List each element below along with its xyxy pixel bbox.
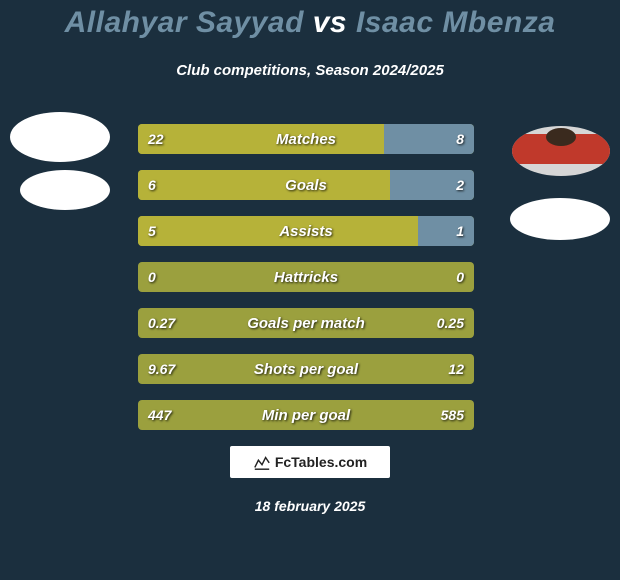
player-1-club-badge [20,170,110,210]
subtitle: Club competitions, Season 2024/2025 [0,62,620,79]
title-vs: vs [313,6,347,39]
stat-label: Goals per match [138,308,474,338]
stat-row: 51Assists [138,216,474,246]
comparison-date: 18 february 2025 [0,498,620,514]
stat-row: 62Goals [138,170,474,200]
stat-label: Goals [138,170,474,200]
stat-row: 228Matches [138,124,474,154]
branding-text: FcTables.com [275,454,367,470]
stat-row: 9.6712Shots per goal [138,354,474,384]
player-2-avatar [512,126,610,176]
comparison-canvas: Allahyar Sayyad vs Isaac Mbenza Club com… [0,0,620,580]
branding-logo-icon [253,453,271,471]
page-title: Allahyar Sayyad vs Isaac Mbenza [0,6,620,40]
stat-row: 00Hattricks [138,262,474,292]
title-player-2: Isaac Mbenza [356,6,555,39]
stat-label: Shots per goal [138,354,474,384]
stat-row: 0.270.25Goals per match [138,308,474,338]
branding-badge: FcTables.com [230,446,390,478]
comparison-bars: 228Matches 62Goals 51Assists 00Hattricks 0.2… [138,124,474,446]
player-1-avatar [10,112,110,162]
stat-label: Hattricks [138,262,474,292]
avatar-right-stripe-skin [546,128,576,146]
player-2-club-badge [510,198,610,240]
stat-label: Assists [138,216,474,246]
stat-label: Min per goal [138,400,474,430]
stat-row: 447585Min per goal [138,400,474,430]
title-player-1: Allahyar Sayyad [65,6,304,39]
stat-label: Matches [138,124,474,154]
